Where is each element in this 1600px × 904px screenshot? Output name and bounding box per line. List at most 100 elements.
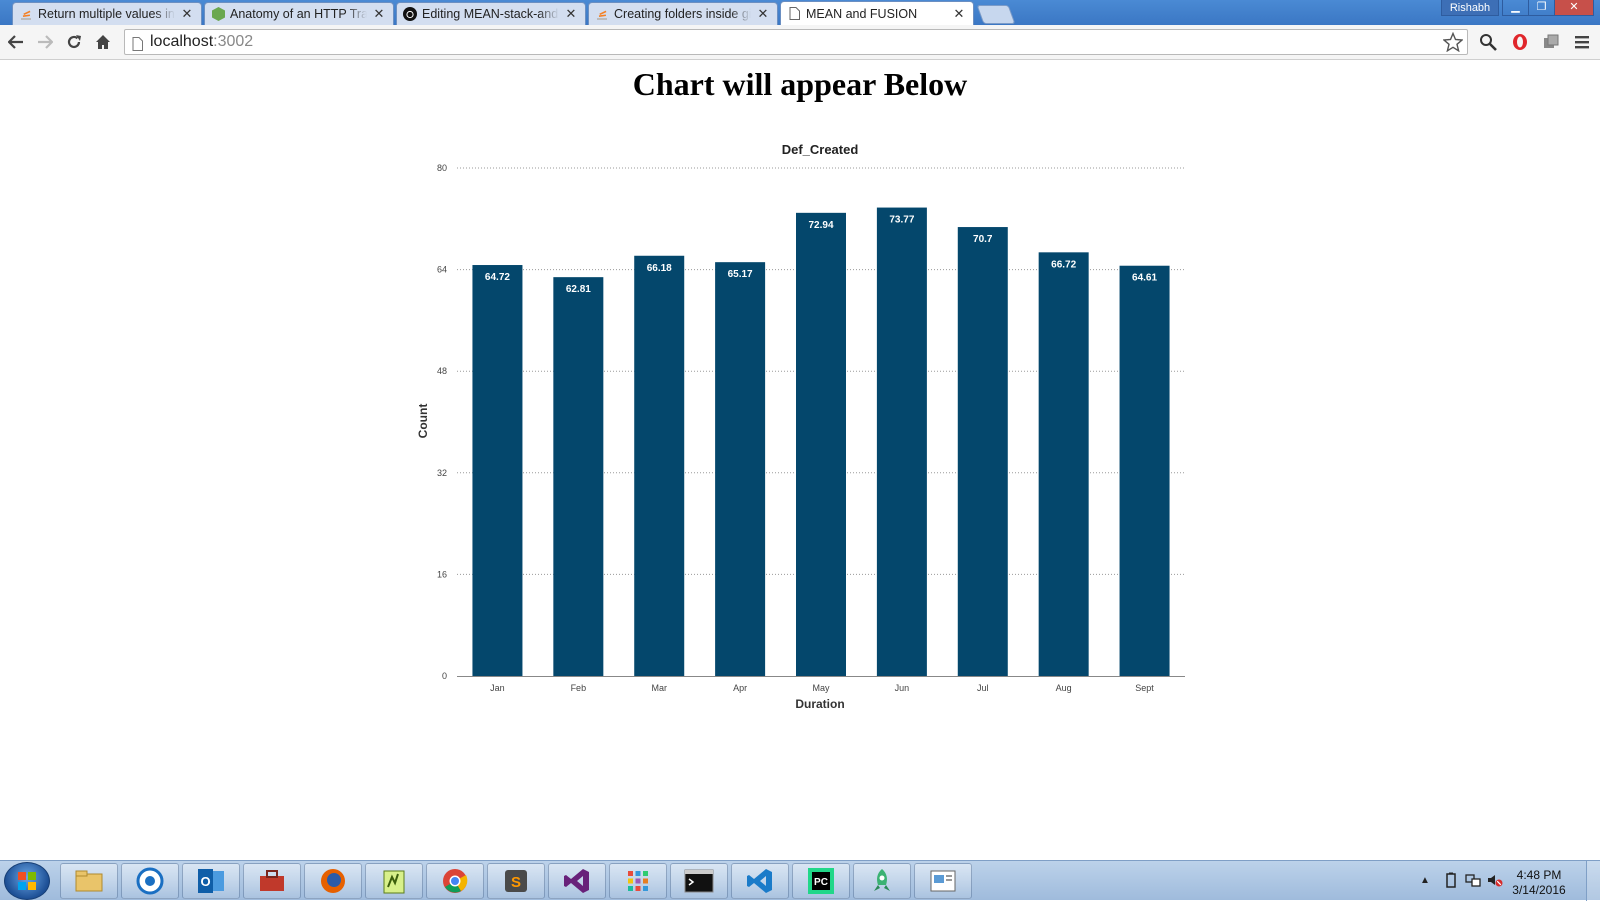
battery-icon[interactable] xyxy=(1443,872,1459,888)
bar-value-label: 65.17 xyxy=(728,269,753,280)
show-hidden-icons-icon[interactable]: ▲ xyxy=(1420,875,1430,886)
clock-date: 3/14/2016 xyxy=(1512,883,1566,897)
clock-time: 4:48 PM xyxy=(1516,868,1562,882)
x-tick-label: Jun xyxy=(895,683,910,693)
bar-value-label: 66.18 xyxy=(647,263,672,274)
y-tick-label: 32 xyxy=(437,468,447,478)
page-icon xyxy=(132,35,143,59)
sublime-icon[interactable]: S xyxy=(487,863,545,899)
back-arrow-icon[interactable] xyxy=(6,32,26,52)
rocket-app-icon[interactable] xyxy=(853,863,911,899)
editor-icon[interactable] xyxy=(365,863,423,899)
bookmark-star-icon[interactable] xyxy=(1442,31,1464,60)
stackoverflow-icon xyxy=(19,7,33,21)
forward-arrow-icon[interactable] xyxy=(35,32,55,52)
tab-creating-folders[interactable]: Creating folders inside git ✕ xyxy=(588,2,778,25)
svg-text:PC: PC xyxy=(814,877,828,888)
x-tick-label: Aug xyxy=(1056,683,1072,693)
x-axis-label: Duration xyxy=(795,697,844,711)
x-tick-label: Feb xyxy=(571,683,587,693)
file-explorer-icon[interactable] xyxy=(60,863,118,899)
toolbox-icon[interactable] xyxy=(243,863,301,899)
chrome-icon[interactable] xyxy=(426,863,484,899)
y-tick-label: 16 xyxy=(437,569,447,579)
tab-return-multiple-values[interactable]: Return multiple values in J ✕ xyxy=(12,2,202,25)
nodejs-icon xyxy=(211,7,225,21)
address-bar[interactable]: localhost:3002 xyxy=(124,29,1468,55)
tab-editing-mean-stack[interactable]: Editing MEAN-stack-and-F ✕ xyxy=(396,2,586,25)
firefox-icon[interactable] xyxy=(304,863,362,899)
tab-title: Return multiple values in J xyxy=(38,7,175,21)
bar-value-label: 64.72 xyxy=(485,272,510,283)
close-icon[interactable]: ✕ xyxy=(757,6,769,21)
bar-feb[interactable] xyxy=(553,277,604,676)
bar-value-label: 64.61 xyxy=(1132,273,1157,284)
profile-button[interactable]: Rishabh xyxy=(1441,0,1499,16)
bar-value-label: 70.7 xyxy=(973,234,993,245)
bars xyxy=(472,207,1170,677)
page-heading: Chart will appear Below xyxy=(632,66,968,102)
y-tick-label: 0 xyxy=(442,671,447,681)
bar-chart: Def_Created 64.72 62.81 66.18 65.17 72.94 73.… xyxy=(416,142,1185,711)
tab-title: Creating folders inside git xyxy=(614,7,751,21)
bar-apr[interactable] xyxy=(715,262,766,676)
close-icon[interactable]: ✕ xyxy=(953,5,965,21)
page-icon xyxy=(787,7,801,21)
bar-jun[interactable] xyxy=(876,207,927,677)
start-button[interactable] xyxy=(4,862,50,900)
outlook-icon[interactable]: O xyxy=(182,863,240,899)
network-icon[interactable] xyxy=(1465,872,1481,888)
close-icon[interactable]: ✕ xyxy=(373,6,385,21)
bar-value-label: 62.81 xyxy=(566,284,591,295)
tab-anatomy-http[interactable]: Anatomy of an HTTP Trans ✕ xyxy=(204,2,394,25)
volume-muted-icon[interactable] xyxy=(1487,872,1503,888)
show-desktop-button[interactable] xyxy=(1586,861,1600,901)
svg-text:S: S xyxy=(511,874,521,891)
presentation-icon[interactable] xyxy=(914,863,972,899)
reload-icon[interactable] xyxy=(64,32,84,52)
tab-title: MEAN and FUSION xyxy=(806,6,918,21)
vscode-icon[interactable] xyxy=(731,863,789,899)
bar-jul[interactable] xyxy=(957,227,1008,676)
svg-text:O: O xyxy=(200,874,210,889)
url-text: localhost:3002 xyxy=(150,33,254,50)
windows-logo-icon xyxy=(18,872,36,890)
y-tick-label: 80 xyxy=(437,163,447,173)
chat-app-icon[interactable] xyxy=(121,863,179,899)
x-tick-label: May xyxy=(812,683,830,693)
bar-may[interactable] xyxy=(796,212,846,676)
axes: 0 16 32 48 64 80 Jan Feb Mar Apr May Jun Jul Aug Sept xyxy=(437,163,1185,693)
command-prompt-icon[interactable] xyxy=(670,863,728,899)
bar-value-label: 66.72 xyxy=(1051,259,1076,270)
browser-toolbar: localhost:3002 xyxy=(0,25,1600,60)
clock[interactable]: 4:48 PM 3/14/2016 xyxy=(1508,868,1570,898)
bar-mar[interactable] xyxy=(634,255,685,676)
y-tick-label: 48 xyxy=(437,366,447,376)
bar-value-label: 72.94 xyxy=(808,220,833,231)
bar-jan[interactable] xyxy=(472,265,523,676)
extension-icon[interactable] xyxy=(1541,32,1561,52)
tab-mean-and-fusion[interactable]: MEAN and FUSION ✕ xyxy=(780,1,974,25)
x-tick-label: Jan xyxy=(490,683,505,693)
x-tick-label: Mar xyxy=(651,683,667,693)
app-grid-icon[interactable] xyxy=(609,863,667,899)
taskbar: O S PC ▲ 4:48 PM 3/14/2016 xyxy=(0,860,1600,901)
chart-title: Def_Created xyxy=(782,142,859,157)
close-icon[interactable]: ✕ xyxy=(565,6,577,21)
close-window-icon[interactable]: ✕ xyxy=(1554,0,1594,16)
x-tick-label: Sept xyxy=(1135,683,1154,693)
pycharm-icon[interactable]: PC xyxy=(792,863,850,899)
y-axis-label: Count xyxy=(416,404,430,439)
home-icon[interactable] xyxy=(93,32,113,52)
github-icon xyxy=(403,7,417,21)
bar-aug[interactable] xyxy=(1038,252,1089,676)
tab-strip: Return multiple values in J ✕ Anatomy of… xyxy=(0,0,1600,25)
visual-studio-icon[interactable] xyxy=(548,863,606,899)
tab-title: Editing MEAN-stack-and-F xyxy=(422,7,559,21)
magnifier-icon[interactable] xyxy=(1478,32,1498,52)
menu-icon[interactable] xyxy=(1572,32,1592,52)
x-tick-label: Apr xyxy=(733,683,747,693)
bar-sept[interactable] xyxy=(1119,265,1170,676)
opera-icon[interactable] xyxy=(1510,32,1530,52)
close-icon[interactable]: ✕ xyxy=(181,6,193,21)
